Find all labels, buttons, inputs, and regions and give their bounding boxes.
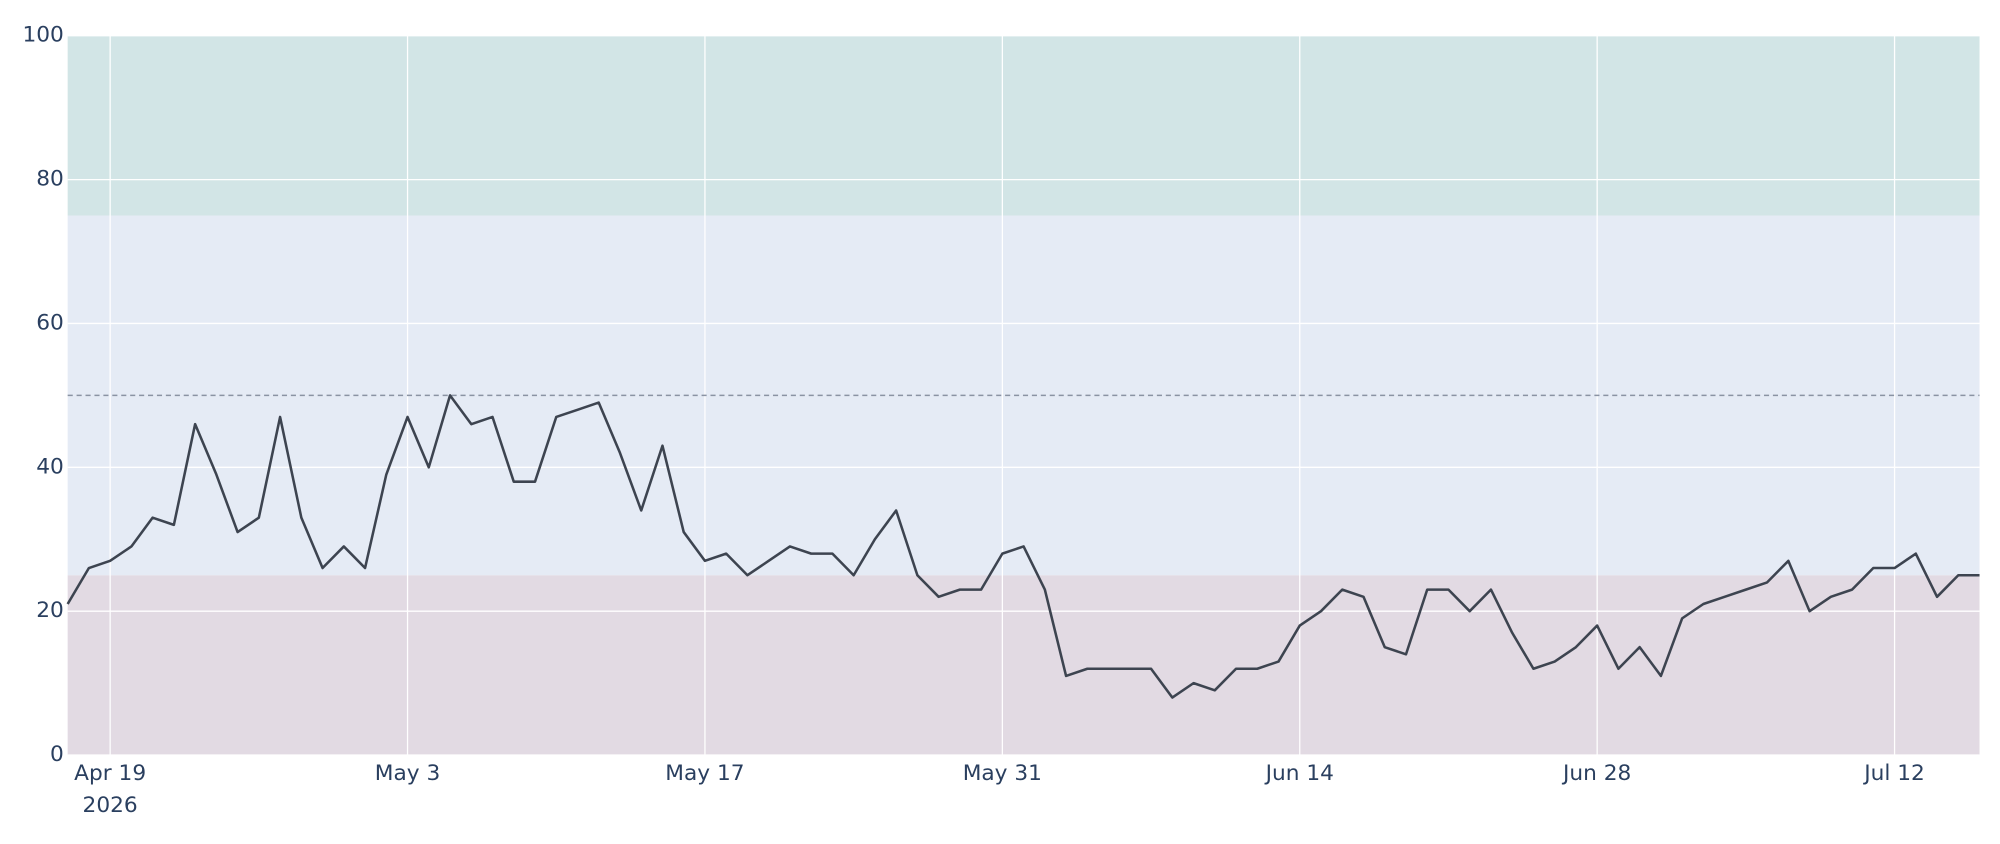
x-tick-label: May 3 bbox=[375, 761, 440, 786]
line bbox=[66, 394, 1980, 699]
y-tick-label: 100 bbox=[22, 23, 63, 48]
x-tick-label: Apr 19 bbox=[74, 761, 146, 786]
x-year-label: 2026 bbox=[83, 793, 138, 818]
band bbox=[67, 35, 1980, 216]
y-tick-label: 40 bbox=[36, 454, 64, 479]
x-tick-label: Jun 14 bbox=[1264, 761, 1334, 786]
band bbox=[67, 575, 1980, 756]
y-tick-label: 20 bbox=[36, 598, 64, 623]
y-tick-label: 80 bbox=[36, 167, 64, 192]
x-tick-label: May 31 bbox=[963, 761, 1042, 786]
y-tick-label: 0 bbox=[50, 742, 64, 767]
y-tick-label: 60 bbox=[36, 310, 64, 335]
x-tick-label: May 17 bbox=[665, 761, 744, 786]
x-tick-label: Jul 12 bbox=[1862, 761, 1925, 786]
x-tick-label: Jun 28 bbox=[1561, 761, 1631, 786]
